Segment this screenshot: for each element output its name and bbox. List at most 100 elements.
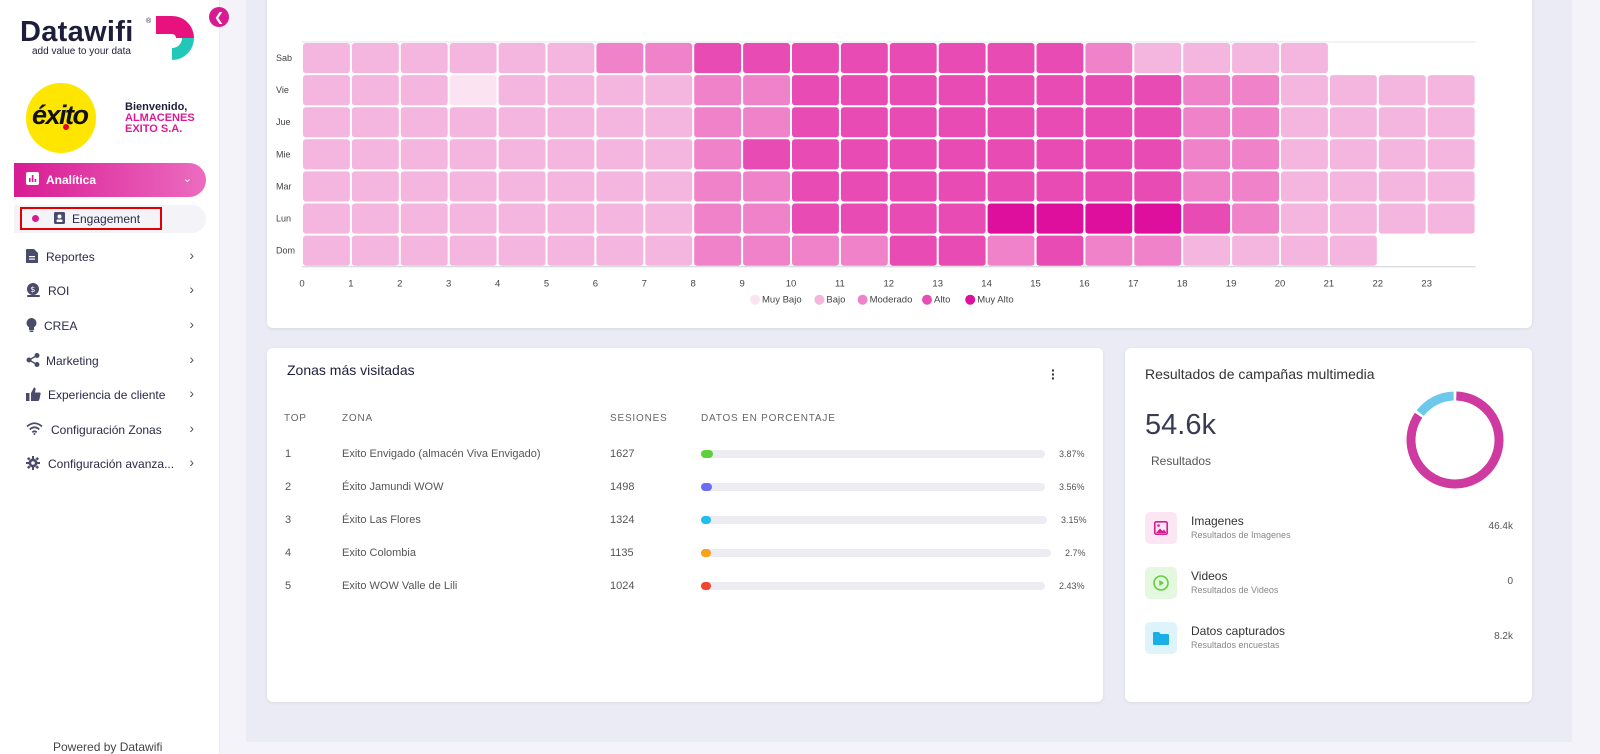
legend-swatch (814, 294, 825, 305)
heatmap-cell (1036, 43, 1084, 74)
y-tick-label: Jue (276, 117, 291, 127)
heatmap-cell (1378, 75, 1426, 106)
heatmap-cell (792, 107, 839, 138)
heatmap-cell (645, 43, 693, 74)
menu-item-label: CREA (44, 319, 78, 333)
folder-icon (1153, 632, 1169, 645)
collapse-sidebar-button[interactable]: ❮ (209, 7, 229, 27)
brand: Datawifi ® add value to your data (20, 14, 210, 64)
x-tick-label: 7 (642, 279, 647, 290)
row-percent: 3.15% (1061, 515, 1087, 525)
heatmap-cell (1281, 107, 1328, 138)
menu-item-analitica[interactable]: Analítica ⌄ (14, 163, 206, 197)
x-tick-label: 9 (739, 279, 744, 290)
legend-label[interactable]: Moderado (870, 295, 913, 306)
campaign-item-title: Datos capturados (1191, 624, 1286, 638)
heatmap-cell (743, 139, 790, 170)
row-rank: 5 (285, 580, 292, 592)
row-zone: Exito WOW Valle de Lili (342, 580, 458, 592)
heatmap-cell (498, 107, 546, 138)
kebab-menu-icon[interactable]: · · · (1051, 362, 1056, 386)
campaign-item-subtitle: Resultados de Imagenes (1191, 530, 1291, 540)
row-percent: 3.56% (1059, 482, 1085, 492)
menu-item-label: Analítica (46, 173, 97, 187)
money-icon: $ (27, 283, 40, 297)
campaign-item-value: 8.2k (1494, 631, 1513, 642)
menu-item-experiencia[interactable]: Experiencia de cliente › (26, 383, 198, 407)
heatmap-cell (351, 43, 399, 74)
brand-logo-icon (156, 16, 194, 60)
heatmap-cell (1427, 75, 1475, 106)
selection-highlight (20, 207, 162, 230)
x-tick-label: 8 (691, 279, 696, 290)
row-rank: 1 (285, 448, 292, 460)
menu-item-configuracion-avanzada[interactable]: Configuración avanza... › (26, 452, 198, 476)
heatmap-cell (400, 203, 448, 234)
legend-label[interactable]: Muy Alto (977, 295, 1013, 306)
heatmap-cell (1085, 107, 1133, 138)
heatmap-cell (547, 171, 595, 202)
x-tick-label: 6 (593, 279, 598, 290)
heatmap-cell (987, 139, 1035, 170)
heatmap-cell (792, 43, 839, 74)
x-tick-label: 2 (397, 279, 402, 290)
menu-item-configuracion-zonas[interactable]: Configuración Zonas › (26, 418, 198, 442)
heatmap-cell (1281, 171, 1328, 202)
campaign-item-value: 0 (1507, 576, 1513, 587)
x-tick-label: 23 (1421, 279, 1432, 290)
heatmap-cell (449, 43, 497, 74)
sidebar: Datawifi ® add value to your data ❮ éxit… (0, 0, 229, 754)
heatmap-cell (694, 171, 742, 202)
menu-item-label: ROI (48, 284, 70, 298)
heatmap-cell (449, 107, 497, 138)
heatmap-cell (889, 171, 937, 202)
menu-item-crea[interactable]: CREA › (26, 314, 198, 338)
heatmap-cell (792, 75, 839, 106)
heatmap-cell (351, 235, 399, 266)
menu-item-reportes[interactable]: Reportes › (26, 245, 198, 269)
x-tick-label: 4 (495, 279, 500, 290)
legend-label[interactable]: Muy Bajo (762, 295, 802, 306)
progress-track (701, 483, 1045, 491)
x-tick-label: 16 (1079, 279, 1090, 290)
powered-by-footer: Powered by Datawifi (53, 740, 163, 754)
legend-label[interactable]: Alto (934, 295, 950, 306)
heatmap-cell (694, 235, 742, 266)
heatmap-cell (1378, 139, 1426, 170)
menu-item-marketing[interactable]: Marketing › (26, 349, 198, 373)
heatmap-cell (694, 107, 742, 138)
heatmap-cell (840, 75, 888, 106)
y-tick-label: Dom (276, 246, 295, 256)
heatmap-cell (400, 235, 448, 266)
menu-item-roi[interactable]: $ ROI › (26, 279, 198, 303)
heatmap-cell (1329, 203, 1377, 234)
row-zone: Éxito Las Flores (342, 514, 421, 526)
heatmap-cell (547, 75, 595, 106)
heatmap-cell (1427, 203, 1475, 234)
chevron-right-icon: › (189, 454, 194, 470)
heatmap-cell (547, 203, 595, 234)
heatmap-cell (1232, 107, 1279, 138)
heatmap-cell (498, 235, 546, 266)
heatmap-cell (1036, 235, 1084, 266)
x-tick-label: 17 (1128, 279, 1139, 290)
campaign-item-datos-capturados: Datos capturados Resultados encuestas 8.… (1145, 622, 1513, 656)
heatmap-cell (645, 107, 693, 138)
heatmap-cell (1183, 171, 1231, 202)
row-sessions: 1498 (610, 481, 635, 493)
heatmap-cell (1085, 43, 1133, 74)
menu-item-label: Marketing (46, 354, 99, 368)
image-icon (1154, 521, 1168, 535)
heatmap-cell (1281, 139, 1328, 170)
legend-label[interactable]: Bajo (826, 295, 845, 306)
submenu-engagement[interactable]: Engagement (14, 205, 206, 233)
row-sessions: 1627 (610, 448, 635, 460)
heatmap-cell (840, 107, 888, 138)
heatmap-cell (743, 75, 790, 106)
heatmap-cell (1232, 139, 1279, 170)
x-tick-label: 21 (1324, 279, 1335, 290)
heatmap-cell (303, 235, 350, 266)
chevron-right-icon: › (189, 316, 194, 332)
chevron-left-icon: ❮ (213, 10, 225, 24)
